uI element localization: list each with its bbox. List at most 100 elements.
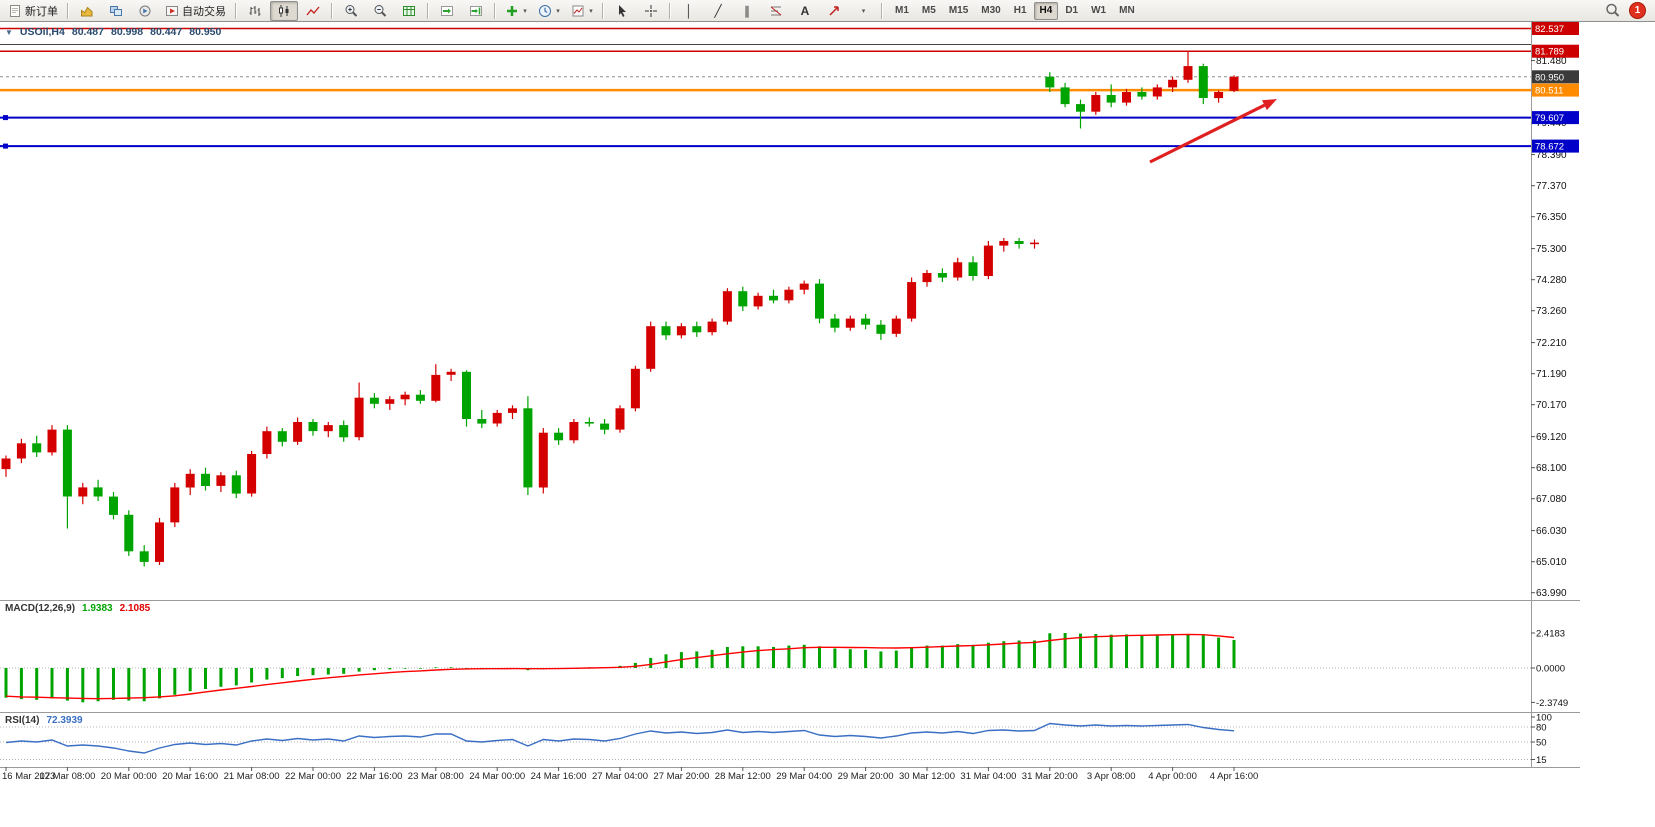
auto-scroll-button[interactable] (433, 1, 461, 21)
svg-text:80.950: 80.950 (1535, 72, 1564, 83)
svg-text:29 Mar 04:00: 29 Mar 04:00 (776, 771, 832, 782)
pane-separators[interactable] (0, 22, 1580, 768)
timeframe-button-m15[interactable]: M15 (948, 5, 969, 16)
svg-text:22 Mar 16:00: 22 Mar 16:00 (346, 771, 402, 782)
price-chart-canvas[interactable]: 81.48079.44078.39077.37076.35075.30074.2… (0, 22, 1655, 782)
line-chart-icon (306, 4, 320, 18)
zoom-in-icon (344, 4, 358, 18)
toolbar-separator (669, 2, 671, 19)
timeframe-button-d1[interactable]: D1 (1065, 5, 1079, 16)
svg-text:75.300: 75.300 (1536, 244, 1567, 255)
timeframe-button-m1[interactable]: M1 (895, 5, 909, 16)
templates-button[interactable]: ▾ (566, 1, 598, 21)
market-watch-icon (80, 4, 94, 18)
svg-text:63.990: 63.990 (1536, 588, 1567, 599)
crosshair-button[interactable] (637, 1, 665, 21)
trendline-button[interactable]: ╱ (704, 1, 732, 21)
svg-text:16 Mar 2023: 16 Mar 2023 (2, 771, 55, 782)
search-button[interactable] (1598, 1, 1626, 21)
svg-text:21 Mar 08:00: 21 Mar 08:00 (224, 771, 280, 782)
candlestick-chart-button[interactable] (270, 0, 298, 21)
bar-chart-icon (248, 4, 262, 18)
cursor-button[interactable] (608, 1, 636, 21)
timeframe-button-h1[interactable]: H1 (1013, 5, 1027, 16)
trend-arrow-annotation[interactable] (1149, 99, 1277, 164)
svg-text:74.280: 74.280 (1536, 275, 1567, 286)
chart-shift-icon (469, 4, 483, 18)
new-order-label: 新订单 (25, 5, 58, 18)
svg-text:73.260: 73.260 (1536, 306, 1567, 317)
zoom-in-button[interactable] (337, 1, 365, 21)
svg-text:-2.3749: -2.3749 (1536, 698, 1568, 709)
bar-chart-button[interactable] (241, 1, 269, 21)
clock-icon (538, 4, 552, 18)
svg-text:31 Mar 04:00: 31 Mar 04:00 (960, 771, 1016, 782)
channel-button[interactable]: ∥ (733, 1, 761, 21)
market-watch-button[interactable] (73, 1, 101, 21)
vertical-line-icon: │ (685, 3, 693, 18)
terminal-icon (138, 4, 152, 18)
svg-text:69.120: 69.120 (1536, 432, 1567, 443)
indicators-button[interactable]: ▾ (500, 1, 532, 21)
arrows-button[interactable] (820, 1, 848, 21)
timeframe-buttons: M1 M5 M15 M30 H1 H4 D1 W1 MN (889, 1, 1141, 20)
svg-text:15: 15 (1536, 755, 1547, 766)
indicators-plus-icon (505, 4, 519, 18)
macd-panel: 2.4183 0.0000 -2.3749 (0, 629, 1568, 709)
svg-text:20 Mar 16:00: 20 Mar 16:00 (162, 771, 218, 782)
notification-badge[interactable]: 1 (1629, 2, 1646, 19)
terminal-button[interactable] (131, 1, 159, 21)
chart-shift-button[interactable] (462, 1, 490, 21)
autotrading-button[interactable]: 自动交易 (160, 1, 231, 21)
svg-text:80.511: 80.511 (1535, 86, 1563, 97)
zoom-out-button[interactable] (366, 1, 394, 21)
timeframe-button-h4[interactable]: H4 (1033, 1, 1059, 20)
chart-window: 81.48079.44078.39077.37076.35075.30074.2… (0, 22, 1655, 827)
svg-text:27 Mar 20:00: 27 Mar 20:00 (653, 771, 709, 782)
text-tool-icon: A (800, 3, 810, 18)
template-chart-icon (571, 4, 585, 18)
vertical-line-button[interactable]: │ (675, 1, 703, 21)
candlestick-chart-icon (277, 4, 291, 18)
candles-layer (1, 51, 1239, 567)
periods-button[interactable]: ▾ (533, 1, 565, 21)
timeframe-button-mn[interactable]: MN (1119, 5, 1135, 16)
macd-signal-value: 2.1085 (119, 603, 151, 614)
text-button[interactable]: A (791, 1, 819, 21)
timeframe-button-m5[interactable]: M5 (921, 5, 936, 16)
svg-text:100: 100 (1536, 713, 1552, 724)
timeframe-button-w1[interactable]: W1 (1091, 5, 1107, 16)
channel-icon: ∥ (744, 3, 750, 18)
chart-menu-icon[interactable]: ▼ (5, 27, 13, 37)
chevron-down-icon: ▾ (556, 7, 560, 15)
rsi-name: RSI(14) (5, 715, 40, 726)
new-order-icon (8, 4, 22, 18)
svg-text:24 Mar 16:00: 24 Mar 16:00 (531, 771, 587, 782)
svg-text:2.4183: 2.4183 (1536, 629, 1565, 640)
line-chart-button[interactable] (299, 1, 327, 21)
search-icon (1605, 3, 1620, 18)
price-axis[interactable]: 81.48079.44078.39077.37076.35075.30074.2… (1531, 22, 1579, 599)
new-order-button[interactable]: 新订单 (3, 1, 63, 21)
crosshair-icon (644, 4, 658, 18)
navigator-button[interactable] (102, 1, 130, 21)
svg-text:4 Apr 00:00: 4 Apr 00:00 (1148, 771, 1197, 782)
line-studies-dropdown[interactable]: ▾ (849, 1, 877, 21)
zoom-out-icon (373, 4, 387, 18)
arrow-tool-icon (827, 4, 841, 18)
svg-text:76.350: 76.350 (1536, 212, 1567, 223)
macd-name: MACD(12,26,9) (5, 603, 76, 614)
svg-text:77.370: 77.370 (1536, 181, 1567, 192)
horizontal-lines-layer[interactable] (0, 27, 1531, 149)
fibonacci-icon (769, 4, 783, 18)
tile-windows-button[interactable] (395, 1, 423, 21)
timeframe-button-m30[interactable]: M30 (981, 5, 1001, 16)
toolbar-separator (331, 2, 333, 19)
tile-windows-icon (402, 4, 416, 18)
chart-symbol-period: USOil,H4 (19, 26, 65, 38)
macd-indicator-label: MACD(12,26,9) 1.9383 2.1085 (5, 603, 150, 614)
fibonacci-button[interactable] (762, 1, 790, 21)
chevron-down-icon: ▾ (861, 7, 866, 15)
svg-text:81.789: 81.789 (1535, 47, 1564, 58)
